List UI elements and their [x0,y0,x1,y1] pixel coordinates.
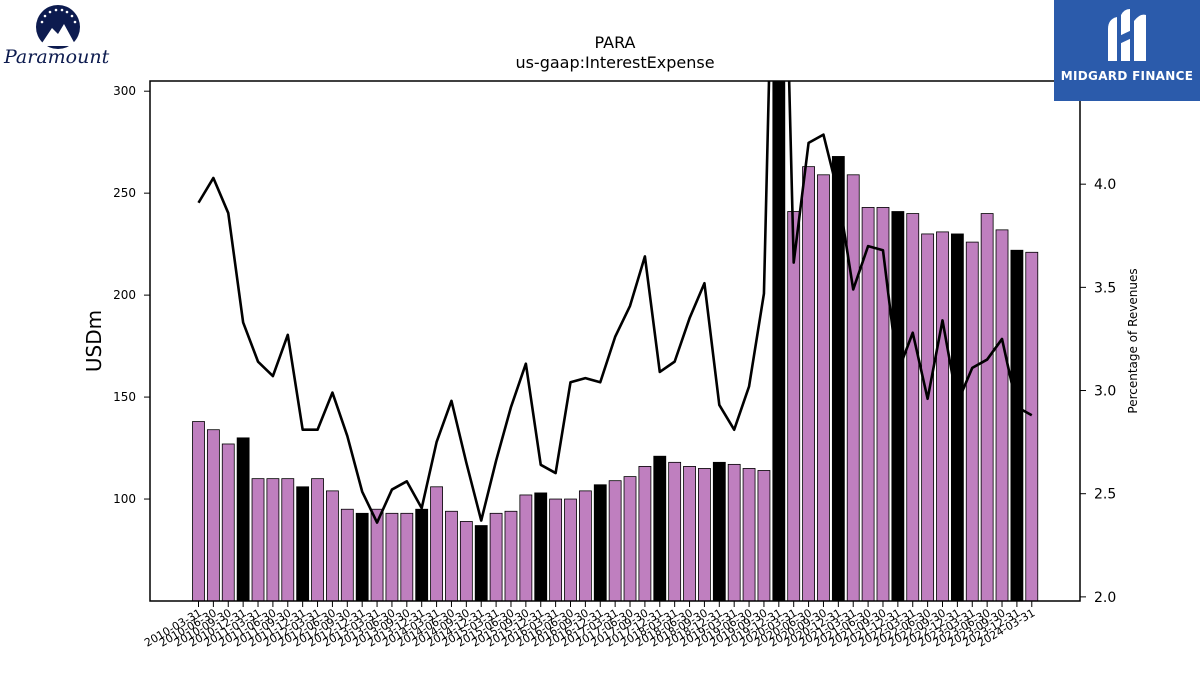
bar-2012-12-31 [355,512,369,601]
bar-2014-06-30 [445,510,458,601]
bar-2010-12-31 [236,437,250,601]
y-tick-label: 100 [113,492,136,506]
bar-2017-12-31 [653,455,667,601]
bar-2023-03-31 [965,241,979,601]
bar-2016-12-31 [593,484,607,601]
company-wordmark: Paramount [4,46,110,68]
bar-2023-12-31 [1010,249,1024,601]
y-tick-label: 200 [113,288,136,302]
bar-2017-09-30 [638,466,652,601]
bar-2014-03-31 [430,486,443,601]
bar-2011-12-31 [296,486,310,601]
left-y-axis: 100 150 200 250 300 [113,84,150,506]
bar-2014-09-30 [459,521,473,601]
bar-2021-03-31 [846,174,860,601]
bar-series [192,81,1039,601]
bar-2010-09-30 [221,443,235,601]
bar-2015-03-31 [489,512,503,601]
bar-2021-12-31 [891,211,905,601]
bar-2023-09-30 [995,229,1009,601]
bar-2020-03-31 [787,211,801,601]
bar-2015-06-30 [504,510,518,601]
bar-2011-09-30 [281,478,295,601]
bar-2010-06-30 [206,429,220,601]
y2-tick-label: 4.0 [1094,177,1116,193]
bar-2017-03-31 [608,480,622,601]
bar-2018-12-31 [712,461,726,601]
bar-2024-03-31 [1025,251,1039,601]
bar-2022-06-30 [921,233,935,601]
bar-2022-03-31 [906,213,920,601]
bar-2013-12-31 [415,508,429,601]
chart-subtitle: us-gaap:InterestExpense [515,53,714,72]
bar-2018-03-31 [668,461,682,601]
brand-name: MIDGARD FINANCE [1060,69,1194,83]
y-tick-label: 150 [113,390,136,404]
y2-tick-label: 2.0 [1094,590,1116,606]
bar-2017-06-30 [623,476,637,601]
bar-2015-09-30 [519,494,533,601]
brand-badge: MIDGARD FINANCE [1054,0,1200,101]
right-y-axis: 2.02.53.03.54.04.5 [1080,74,1116,606]
bar-2018-06-30 [683,466,696,601]
chart-title: PARA [595,33,636,52]
y-axis-label: USDm [82,310,106,372]
bar-2011-06-30 [266,478,280,601]
bar-2016-03-31 [549,498,563,601]
bar-2019-06-30 [742,468,756,601]
bar-2011-03-31 [251,478,265,601]
bar-2018-09-30 [698,468,711,601]
y2-tick-label: 3.0 [1094,384,1116,400]
bar-2013-09-30 [400,512,414,601]
y2-axis-label: Percentage of Revenues [1126,268,1140,413]
bar-2013-06-30 [385,512,399,601]
bar-2016-06-30 [564,498,577,601]
x-axis: 2010-03-312010-06-302010-09-302010-12-31… [142,601,1037,650]
bar-2012-09-30 [340,508,354,601]
bar-2020-09-30 [817,174,830,601]
y2-tick-label: 2.5 [1094,487,1116,503]
bar-2019-03-31 [727,463,741,601]
y-tick-label: 250 [113,186,136,200]
bar-2022-12-31 [950,233,964,601]
mountain-stars-icon [36,5,80,49]
bar-2022-09-30 [936,231,949,601]
bar-2019-09-30 [757,470,771,601]
bar-2021-09-30 [876,207,890,601]
midgard-m-icon [1108,9,1146,62]
bar-2019-12-31 [772,81,786,601]
bar-2021-06-30 [861,207,875,601]
bar-2010-03-31 [192,421,205,601]
bar-2016-09-30 [578,490,592,601]
bar-2012-03-31 [311,478,324,601]
bar-2012-06-30 [326,490,339,601]
bar-2015-12-31 [534,492,548,601]
y2-tick-label: 3.5 [1094,280,1116,296]
company-logo: Paramount [4,4,110,72]
bar-2014-12-31 [474,525,488,601]
y-tick-label: 300 [113,84,136,98]
line-series-layer [197,81,1033,524]
bar-2020-06-30 [802,166,815,601]
bar-2023-06-30 [980,213,994,601]
revenue-share-line [197,81,1033,524]
